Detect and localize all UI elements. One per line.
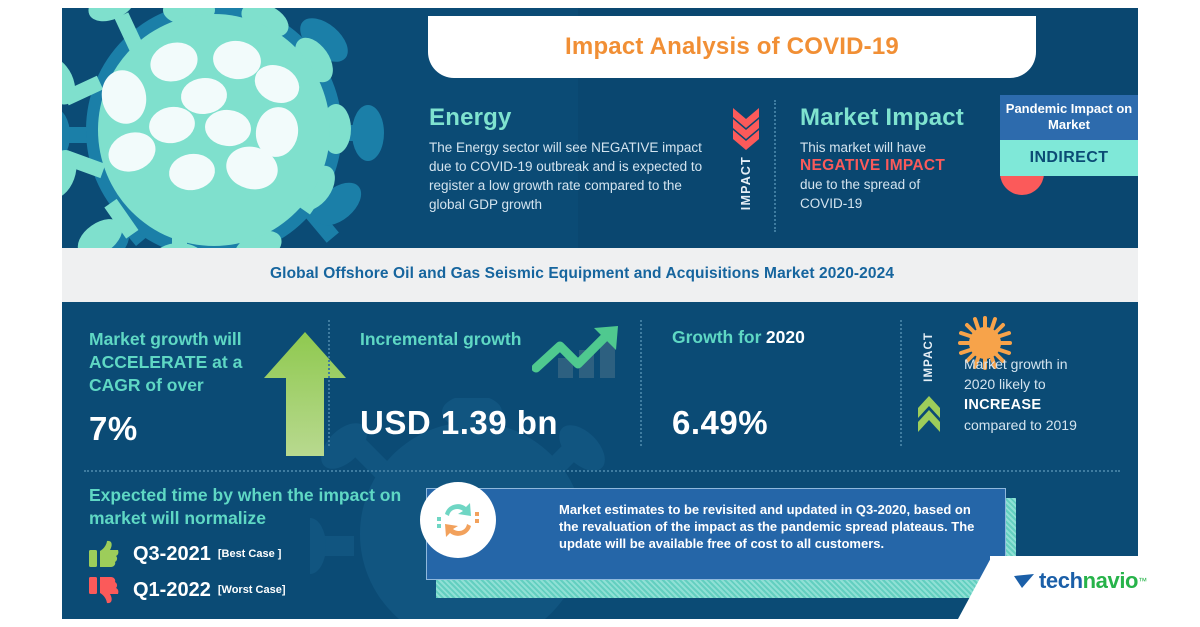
market-title: Global Offshore Oil and Gas Seismic Equi… — [270, 265, 895, 282]
divider-metric-3 — [900, 320, 902, 446]
metric-cagr-value: 7% — [89, 410, 138, 447]
refresh-arrows-icon — [437, 503, 479, 537]
chevron-down-triple-icon — [733, 108, 759, 150]
market-impact-line2: due to the spread of — [800, 177, 921, 192]
normalize-quarter-best: Q3-2021 — [133, 542, 211, 565]
right-impact-text: Market growth in 2020 likely to INCREASE… — [964, 354, 1124, 435]
metric-incremental-label: Incremental growth — [360, 329, 522, 349]
logo-corner-bg — [990, 556, 1138, 619]
normalize-row-worst: Q1-2022 [Worst Case] — [89, 576, 419, 604]
divider-horizontal — [84, 470, 1120, 472]
metric-incremental-value: USD 1.39 bn — [360, 404, 559, 441]
right-impact-line2: 2020 likely to — [964, 376, 1046, 392]
pandemic-impact-badge: Pandemic Impact on Market INDIRECT — [1000, 95, 1138, 176]
market-impact-line3: COVID-19 — [800, 196, 863, 211]
logo-trademark: ™ — [1138, 576, 1148, 586]
virus-large-icon — [62, 8, 384, 248]
divider-top-1 — [774, 100, 776, 232]
metric-growth2020-label-teal: Growth for — [672, 327, 762, 347]
pandemic-badge-heading: Pandemic Impact on Market — [1000, 95, 1138, 140]
divider-metric-1 — [328, 320, 330, 446]
market-impact-section: Market Impact This market will have NEGA… — [800, 104, 1030, 213]
normalize-case-worst: [Worst Case] — [217, 584, 286, 596]
refresh-icon — [420, 482, 496, 558]
pandemic-badge-value: INDIRECT — [1000, 140, 1138, 176]
trending-up-icon — [532, 326, 618, 378]
right-impact-line3: compared to 2019 — [964, 417, 1077, 433]
logo-text-navio: navio — [1082, 568, 1139, 593]
right-impact-line1: Market growth in — [964, 356, 1068, 372]
arrow-up-icon — [264, 332, 346, 456]
metrics-row: Market growth will ACCELERATE at a CAGR … — [62, 302, 1138, 460]
technavio-logo: tech navio ™ — [1013, 568, 1147, 594]
right-impact-emphasis: INCREASE — [964, 397, 1042, 413]
metric-growth2020-label: Growth for 2020 — [672, 326, 805, 349]
virus-orange-icon — [958, 316, 1012, 370]
market-impact-heading: Market Impact — [800, 104, 964, 131]
energy-section: Energy The Energy sector will see NEGATI… — [429, 104, 719, 214]
normalize-heading: Expected time by when the impact on mark… — [89, 485, 402, 528]
technavio-arrow-icon — [1014, 574, 1034, 588]
page-title: Impact Analysis of COVID-19 — [565, 33, 899, 60]
market-impact-line1: This market will have — [800, 140, 927, 155]
energy-heading: Energy — [429, 104, 512, 131]
chevron-up-double-icon — [918, 395, 940, 432]
divider-metric-2 — [640, 320, 642, 446]
market-impact-emphasis: NEGATIVE IMPACT — [800, 157, 946, 174]
impact-rail-top: IMPACT — [726, 106, 766, 210]
normalize-block: Expected time by when the impact on mark… — [89, 484, 419, 612]
metric-growth2020-label-white: 2020 — [765, 327, 805, 347]
thumbs-down-icon — [89, 577, 119, 604]
normalize-row-best: Q3-2021 [Best Case ] — [89, 540, 419, 568]
impact-rail-label: IMPACT — [739, 156, 753, 211]
callout-text: Market estimates to be revisited and upd… — [559, 502, 975, 551]
impact-rail-right-label: IMPACT — [923, 332, 935, 382]
normalize-case-best: [Best Case ] — [217, 548, 282, 560]
metric-growth2020-value: 6.49% — [672, 404, 769, 441]
energy-body: The Energy sector will see NEGATIVE impa… — [429, 140, 703, 212]
title-card: Impact Analysis of COVID-19 — [428, 16, 1036, 78]
top-panel: Impact Analysis of COVID-19 Energy The E… — [62, 8, 1138, 248]
callout-box: Market estimates to be revisited and upd… — [426, 488, 1006, 580]
market-title-band: Global Offshore Oil and Gas Seismic Equi… — [62, 248, 1138, 302]
thumbs-up-icon — [89, 540, 119, 567]
logo-text-tech: tech — [1039, 568, 1083, 593]
logo-corner-diagonal — [958, 556, 992, 619]
normalize-quarter-worst: Q1-2022 — [133, 578, 211, 601]
metric-cagr-label: Market growth will ACCELERATE at a CAGR … — [89, 329, 243, 395]
impact-rail-right: IMPACT — [916, 332, 942, 432]
